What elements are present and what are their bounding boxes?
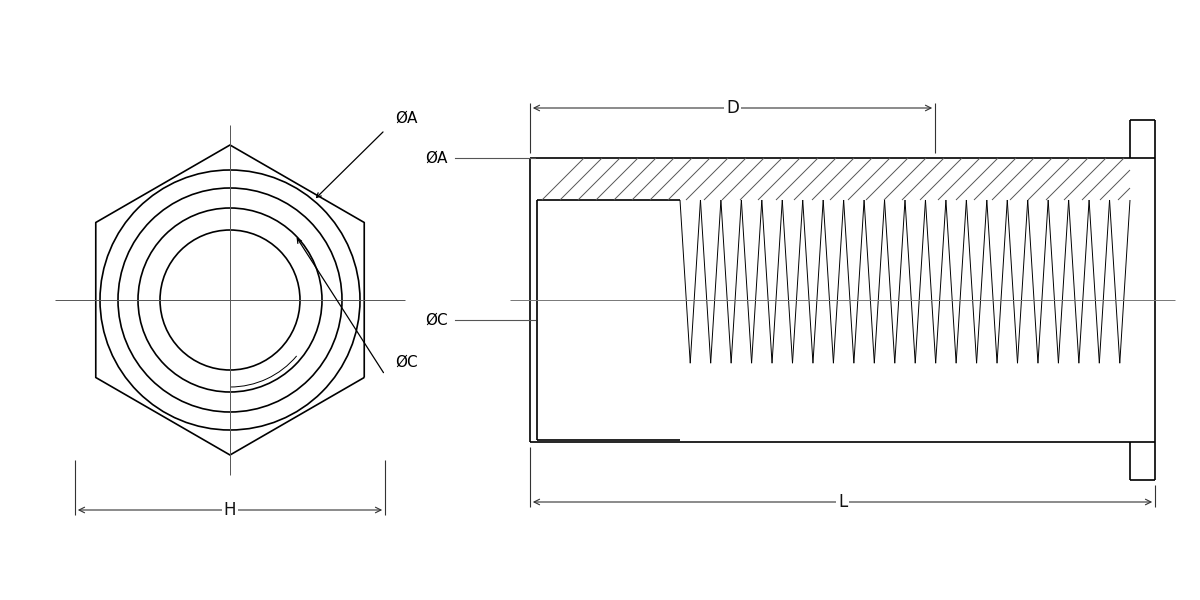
Text: ØC: ØC xyxy=(395,355,418,370)
Text: H: H xyxy=(223,501,236,519)
Text: L: L xyxy=(838,493,847,511)
Text: ØA: ØA xyxy=(426,151,448,166)
Text: ØA: ØA xyxy=(395,110,418,125)
Text: ØC: ØC xyxy=(425,313,448,328)
Text: D: D xyxy=(726,99,739,117)
